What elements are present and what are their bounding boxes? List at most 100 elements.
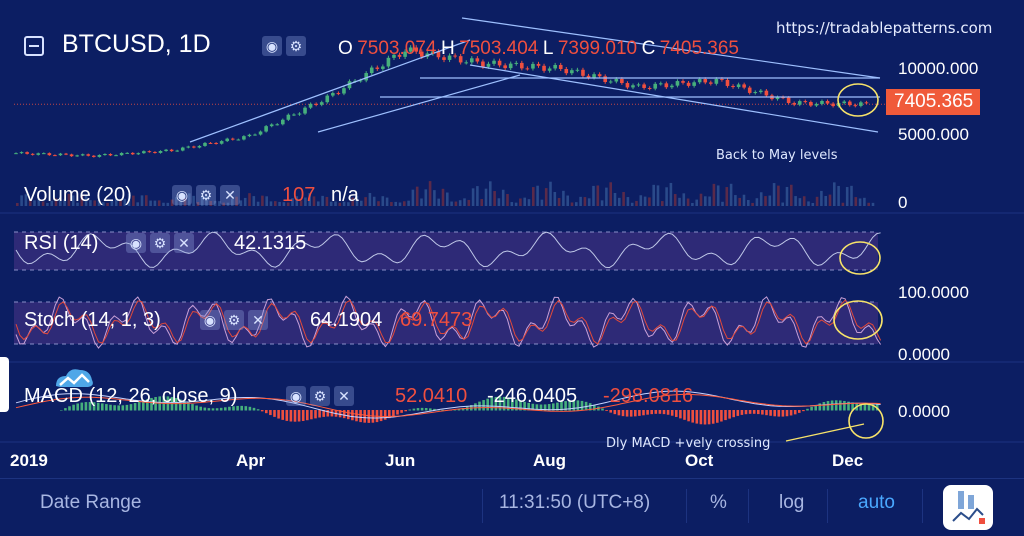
macd-histogram-bar bbox=[347, 410, 350, 420]
macd-histogram-bar bbox=[203, 407, 207, 411]
volume-bar bbox=[734, 195, 737, 206]
volume-bar bbox=[364, 197, 367, 206]
symbol-title: BTCUSD, 1D bbox=[62, 30, 211, 58]
macd-histogram-bar bbox=[621, 410, 625, 417]
volume-bar bbox=[622, 192, 625, 206]
volume-bar bbox=[222, 202, 225, 206]
volume-bar bbox=[665, 187, 668, 206]
candle bbox=[831, 103, 835, 107]
volume-bar bbox=[592, 185, 595, 206]
volume-bar bbox=[291, 198, 294, 206]
macd-histogram-bar bbox=[588, 403, 592, 411]
stoch-label: Stoch (14, 1, 3) bbox=[24, 309, 161, 331]
volume-bar bbox=[24, 194, 28, 206]
gear-icon[interactable]: ⚙ bbox=[150, 233, 170, 253]
volume-bar bbox=[716, 185, 720, 206]
percent-scale-button[interactable]: % bbox=[710, 492, 727, 513]
auto-scale-button[interactable]: auto bbox=[858, 492, 895, 513]
volume-bar bbox=[686, 198, 690, 206]
close-icon[interactable]: ✕ bbox=[174, 233, 194, 253]
candle bbox=[225, 138, 230, 142]
candle bbox=[336, 93, 341, 95]
macd-histogram-bar bbox=[92, 402, 96, 411]
volume-bar bbox=[747, 200, 750, 206]
eye-icon[interactable]: ◉ bbox=[286, 386, 306, 406]
clock-display[interactable]: 11:31:50 (UTC+8) bbox=[499, 492, 651, 513]
close-icon[interactable]: ✕ bbox=[334, 386, 354, 406]
macd-histogram-bar bbox=[408, 409, 412, 411]
candle bbox=[503, 65, 507, 69]
macd-histogram-bar bbox=[125, 404, 129, 411]
volume-bar bbox=[67, 193, 71, 206]
eye-icon[interactable]: ◉ bbox=[262, 36, 282, 56]
gear-icon[interactable]: ⚙ bbox=[286, 36, 306, 56]
eye-icon[interactable]: ◉ bbox=[172, 185, 192, 205]
volume-bar bbox=[304, 197, 307, 206]
volume-bar bbox=[467, 199, 471, 206]
volume-bar bbox=[231, 198, 234, 206]
candle bbox=[842, 101, 847, 104]
volume-bar bbox=[437, 198, 440, 206]
side-panel-tab[interactable] bbox=[0, 357, 9, 412]
volume-bar bbox=[678, 197, 681, 206]
volume-bar bbox=[454, 201, 458, 206]
chart-plot[interactable] bbox=[0, 0, 1024, 478]
volume-bar bbox=[824, 196, 827, 206]
candle bbox=[303, 107, 307, 114]
app-logo-icon[interactable] bbox=[943, 485, 993, 530]
volume-bar bbox=[751, 202, 754, 206]
candle bbox=[319, 102, 324, 105]
volume-bar bbox=[385, 197, 389, 206]
close-icon[interactable]: ✕ bbox=[248, 310, 268, 330]
divider bbox=[686, 489, 687, 523]
volume-bar bbox=[342, 201, 346, 206]
volume-bar bbox=[519, 198, 522, 206]
macd-histogram-bar bbox=[740, 410, 744, 415]
volume-bar bbox=[119, 200, 122, 206]
macd-histogram-bar bbox=[863, 404, 867, 411]
candle bbox=[19, 152, 24, 154]
macd-histogram-bar bbox=[207, 408, 211, 411]
eye-icon[interactable]: ◉ bbox=[200, 310, 220, 330]
volume-bar bbox=[97, 199, 101, 206]
volume-bar bbox=[213, 200, 217, 206]
stoch-tick-0: 0.0000 bbox=[898, 345, 950, 364]
volume-bar bbox=[403, 201, 406, 206]
volume-bar bbox=[16, 203, 19, 206]
log-scale-button[interactable]: log bbox=[779, 492, 805, 513]
macd-histogram-bar bbox=[601, 408, 604, 411]
eye-icon[interactable]: ◉ bbox=[126, 233, 146, 253]
gear-icon[interactable]: ⚙ bbox=[224, 310, 244, 330]
candle bbox=[820, 101, 824, 104]
candle bbox=[464, 62, 469, 64]
macd-histogram-bar bbox=[133, 403, 137, 411]
close-icon[interactable]: ✕ bbox=[220, 185, 240, 205]
volume-bar bbox=[721, 201, 724, 206]
candle bbox=[258, 131, 263, 135]
volume-bar bbox=[89, 200, 92, 206]
macd-histogram-bar bbox=[60, 410, 63, 411]
menu-icon[interactable] bbox=[24, 36, 44, 56]
candle bbox=[603, 76, 607, 83]
volume-bar bbox=[695, 199, 698, 206]
candle bbox=[164, 149, 168, 152]
macd-histogram-bar bbox=[629, 410, 633, 417]
date-range-button[interactable]: Date Range bbox=[40, 492, 142, 513]
macd-histogram-bar bbox=[560, 401, 563, 411]
gear-icon[interactable]: ⚙ bbox=[196, 185, 216, 205]
volume-bar bbox=[854, 197, 858, 206]
volume-bar bbox=[639, 195, 643, 206]
volume-bar bbox=[398, 202, 402, 206]
gear-icon[interactable]: ⚙ bbox=[310, 386, 330, 406]
macd-histogram-bar bbox=[326, 410, 330, 417]
volume-bar bbox=[407, 200, 410, 206]
candle bbox=[236, 139, 241, 141]
volume-bar bbox=[484, 188, 488, 206]
volume-bar bbox=[682, 193, 686, 206]
volume-bar bbox=[450, 201, 453, 206]
volume-bar bbox=[871, 202, 875, 206]
macd-histogram-bar bbox=[736, 410, 740, 416]
candle bbox=[786, 97, 791, 103]
candle bbox=[608, 81, 613, 83]
ohlc-open-value: 7503.074 bbox=[357, 38, 437, 59]
